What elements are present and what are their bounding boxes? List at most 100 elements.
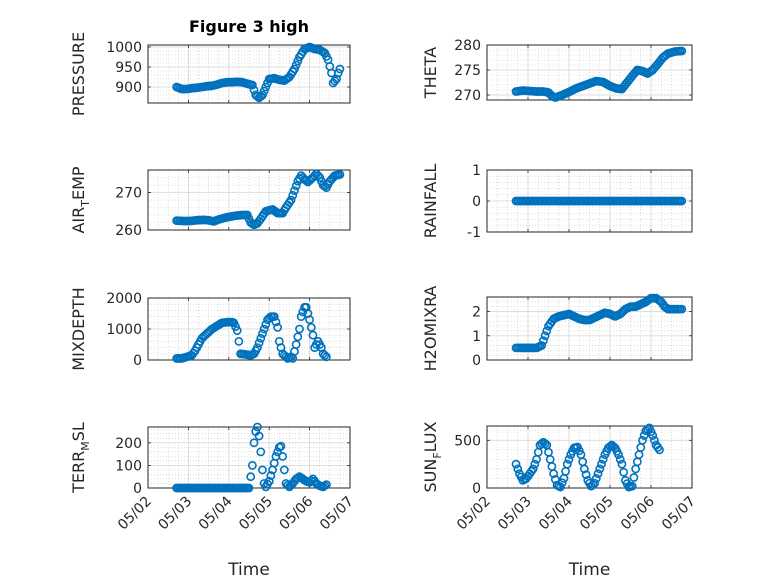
y-tick-label: 2000	[106, 291, 142, 307]
data-series	[172, 42, 345, 103]
data-point	[590, 478, 600, 488]
x-tick-label: 05/05	[577, 494, 617, 534]
data-point	[256, 447, 266, 457]
data-point	[258, 329, 267, 339]
data-point	[332, 74, 341, 84]
data-point	[528, 464, 538, 474]
data-point	[234, 336, 244, 346]
data-point	[295, 324, 304, 334]
y-axis-label: SUNFLUX	[421, 421, 444, 492]
data-point	[540, 331, 550, 341]
data-point	[254, 338, 264, 348]
data-point	[291, 181, 301, 191]
y-tick-label: 0	[133, 481, 142, 497]
x-tick-label: 05/05	[236, 494, 276, 534]
data-point	[595, 464, 605, 474]
data-point	[330, 76, 340, 86]
data-point	[579, 464, 589, 474]
data-point	[256, 333, 266, 343]
data-point	[591, 474, 601, 483]
data-point	[513, 464, 523, 474]
data-point	[581, 470, 591, 480]
data-point	[335, 170, 345, 179]
data-point	[266, 471, 276, 480]
y-tick-label: 100	[115, 458, 142, 474]
data-point	[537, 341, 547, 350]
data-point	[264, 476, 274, 486]
data-point	[540, 439, 550, 449]
y-tick-label: 1	[472, 329, 481, 345]
data-point	[629, 473, 639, 482]
x-axis-label: Time	[568, 560, 611, 580]
axes-frame	[486, 296, 693, 361]
data-point	[320, 350, 330, 360]
x-tick-label: 05/02	[454, 494, 494, 534]
y-tick-label: 1000	[106, 322, 142, 338]
subplot-rainfall: -1 0 1 RAINFALL	[421, 163, 693, 241]
data-point	[254, 431, 264, 441]
data-point	[253, 92, 262, 101]
data-point	[247, 461, 257, 470]
data-point	[253, 343, 262, 352]
data-point	[306, 323, 316, 332]
data-point	[648, 431, 658, 440]
y-axis-label: TERRMSL	[69, 422, 92, 494]
data-point	[537, 439, 547, 449]
data-point	[291, 340, 301, 349]
data-point	[293, 332, 303, 342]
x-tick-label: 05/02	[115, 494, 155, 534]
data-point	[562, 459, 572, 469]
data-point	[627, 481, 637, 491]
chart-title: Figure 3 high	[189, 17, 309, 36]
data-point	[615, 454, 625, 464]
data-series	[511, 46, 687, 102]
data-point	[253, 422, 262, 432]
y-tick-label: 1	[472, 163, 481, 179]
data-point	[638, 435, 647, 445]
data-point	[258, 90, 267, 100]
data-series	[172, 302, 331, 363]
y-tick-label: 260	[115, 223, 142, 239]
data-point	[550, 475, 560, 484]
x-tick-label: 05/03	[495, 494, 535, 534]
subplot-theta: 270 275 280 THETA	[421, 38, 693, 104]
data-point	[538, 336, 548, 346]
data-point	[291, 60, 301, 70]
axes-frame	[147, 44, 351, 104]
data-point	[278, 451, 288, 461]
y-tick-label: 950	[115, 60, 142, 76]
data-point	[322, 480, 331, 490]
data-point	[271, 317, 281, 327]
x-tick-label: 05/06	[277, 493, 317, 533]
data-point	[593, 469, 603, 479]
data-point	[556, 482, 565, 492]
data-point	[283, 480, 293, 490]
data-series	[511, 196, 687, 206]
data-point	[614, 450, 623, 460]
y-tick-label: 275	[454, 63, 481, 79]
data-point	[261, 82, 271, 92]
subplot-terr-msl: 0 100 200 05/02 05/03 05/04 05/05 05/06 05/07 Tim…	[69, 422, 357, 580]
y-axis-label: THETA	[421, 47, 440, 99]
data-point	[650, 435, 659, 445]
subplot-air-temp: 260 270 AIRTEMP	[69, 166, 351, 239]
minor-grid	[147, 427, 351, 489]
data-series	[172, 169, 345, 230]
data-point	[333, 68, 343, 78]
data-point	[288, 190, 298, 200]
data-point	[276, 441, 286, 451]
data-point	[655, 445, 664, 455]
data-point	[597, 459, 606, 469]
data-point	[617, 459, 627, 469]
data-point	[279, 465, 289, 475]
axes-frame	[486, 425, 693, 489]
y-tick-label: 200	[115, 436, 142, 452]
x-tick-label: 05/07	[317, 494, 357, 534]
data-series	[511, 423, 664, 492]
data-point	[258, 465, 267, 475]
subplot-sun-flux: 0 500 05/02 05/03 05/04 05/05 05/06 05/07 Time SU…	[421, 421, 699, 580]
data-series	[511, 293, 687, 353]
data-point	[549, 469, 559, 479]
data-point	[259, 324, 269, 334]
data-point	[301, 176, 311, 186]
